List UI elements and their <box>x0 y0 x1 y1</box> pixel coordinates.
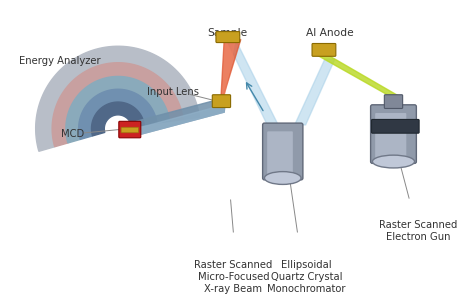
Text: Input Lens: Input Lens <box>147 87 199 97</box>
Text: MCD: MCD <box>61 129 84 139</box>
Text: Ellipsoidal
Quartz Crystal
Monochromator: Ellipsoidal Quartz Crystal Monochromator <box>267 260 346 293</box>
Text: Raster Scanned
Electron Gun: Raster Scanned Electron Gun <box>379 220 457 242</box>
Polygon shape <box>220 37 241 106</box>
Text: Raster Scanned
Micro-Focused
X-ray Beam: Raster Scanned Micro-Focused X-ray Beam <box>194 260 273 293</box>
Ellipse shape <box>373 155 415 168</box>
Polygon shape <box>222 37 235 106</box>
FancyBboxPatch shape <box>384 95 402 108</box>
Ellipse shape <box>264 172 301 184</box>
FancyBboxPatch shape <box>267 131 293 175</box>
FancyBboxPatch shape <box>216 31 240 42</box>
FancyBboxPatch shape <box>312 43 336 56</box>
Polygon shape <box>36 46 200 151</box>
FancyBboxPatch shape <box>212 95 230 108</box>
FancyBboxPatch shape <box>375 113 406 159</box>
Text: Al Anode: Al Anode <box>307 28 354 38</box>
Polygon shape <box>295 59 335 125</box>
FancyBboxPatch shape <box>371 105 416 163</box>
Polygon shape <box>66 76 170 143</box>
Polygon shape <box>79 89 157 140</box>
Polygon shape <box>135 105 224 136</box>
Text: Energy Analyzer: Energy Analyzer <box>18 56 100 66</box>
Polygon shape <box>318 55 398 96</box>
FancyBboxPatch shape <box>119 121 141 138</box>
Polygon shape <box>135 97 226 136</box>
FancyBboxPatch shape <box>263 123 303 180</box>
FancyBboxPatch shape <box>121 127 138 133</box>
FancyBboxPatch shape <box>372 119 419 133</box>
Text: Sample: Sample <box>208 28 248 38</box>
Polygon shape <box>52 63 183 147</box>
Polygon shape <box>91 102 144 136</box>
Polygon shape <box>228 42 278 125</box>
